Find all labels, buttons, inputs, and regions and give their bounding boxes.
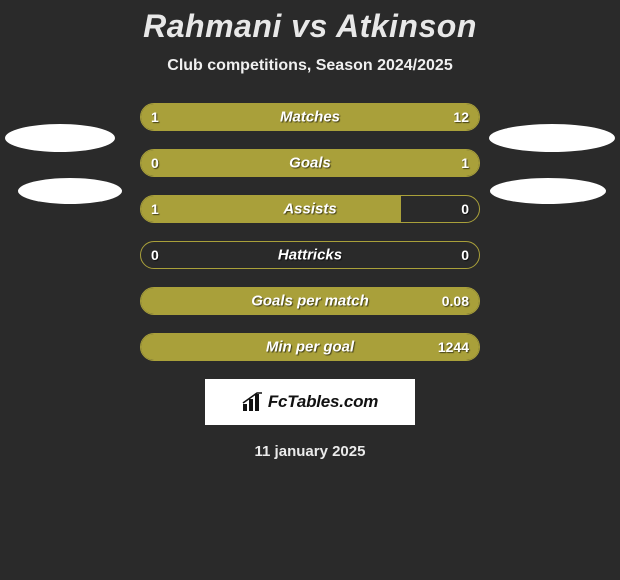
- stat-label: Assists: [283, 201, 336, 218]
- page-title: Rahmani vs Atkinson: [0, 8, 620, 45]
- stat-value-left: 1: [151, 109, 159, 125]
- stat-value-right: 1244: [438, 339, 469, 355]
- stat-label: Goals per match: [251, 293, 369, 310]
- footer-date: 11 january 2025: [0, 443, 620, 460]
- stat-label: Goals: [289, 155, 331, 172]
- stats-card: Rahmani vs Atkinson Club competitions, S…: [0, 0, 620, 580]
- stat-value-left: 0: [151, 155, 159, 171]
- stat-value-right: 12: [453, 109, 469, 125]
- stat-value-right: 1: [461, 155, 469, 171]
- stat-label: Matches: [280, 109, 340, 126]
- stat-row-hattricks: 0 Hattricks 0: [140, 241, 480, 269]
- stat-row-goals-per-match: Goals per match 0.08: [140, 287, 480, 315]
- stat-row-min-per-goal: Min per goal 1244: [140, 333, 480, 361]
- stat-fill-left: [141, 196, 401, 222]
- bar-chart-icon: [242, 392, 264, 412]
- stat-value-right: 0.08: [442, 293, 469, 309]
- stat-label: Hattricks: [278, 247, 342, 264]
- brand-badge[interactable]: FcTables.com: [205, 379, 415, 425]
- stat-value-right: 0: [461, 247, 469, 263]
- stat-value-left: 1: [151, 201, 159, 217]
- stat-row-matches: 1 Matches 12: [140, 103, 480, 131]
- stat-row-assists: 1 Assists 0: [140, 195, 480, 223]
- brand-text: FcTables.com: [268, 392, 378, 412]
- comparison-chart: 1 Matches 12 0 Goals 1 1 Assists 0 0 Hat…: [0, 103, 620, 361]
- stat-fill-right: [209, 150, 479, 176]
- page-subtitle: Club competitions, Season 2024/2025: [0, 57, 620, 75]
- stat-value-left: 0: [151, 247, 159, 263]
- stat-label: Min per goal: [266, 339, 354, 356]
- stat-value-right: 0: [461, 201, 469, 217]
- stat-row-goals: 0 Goals 1: [140, 149, 480, 177]
